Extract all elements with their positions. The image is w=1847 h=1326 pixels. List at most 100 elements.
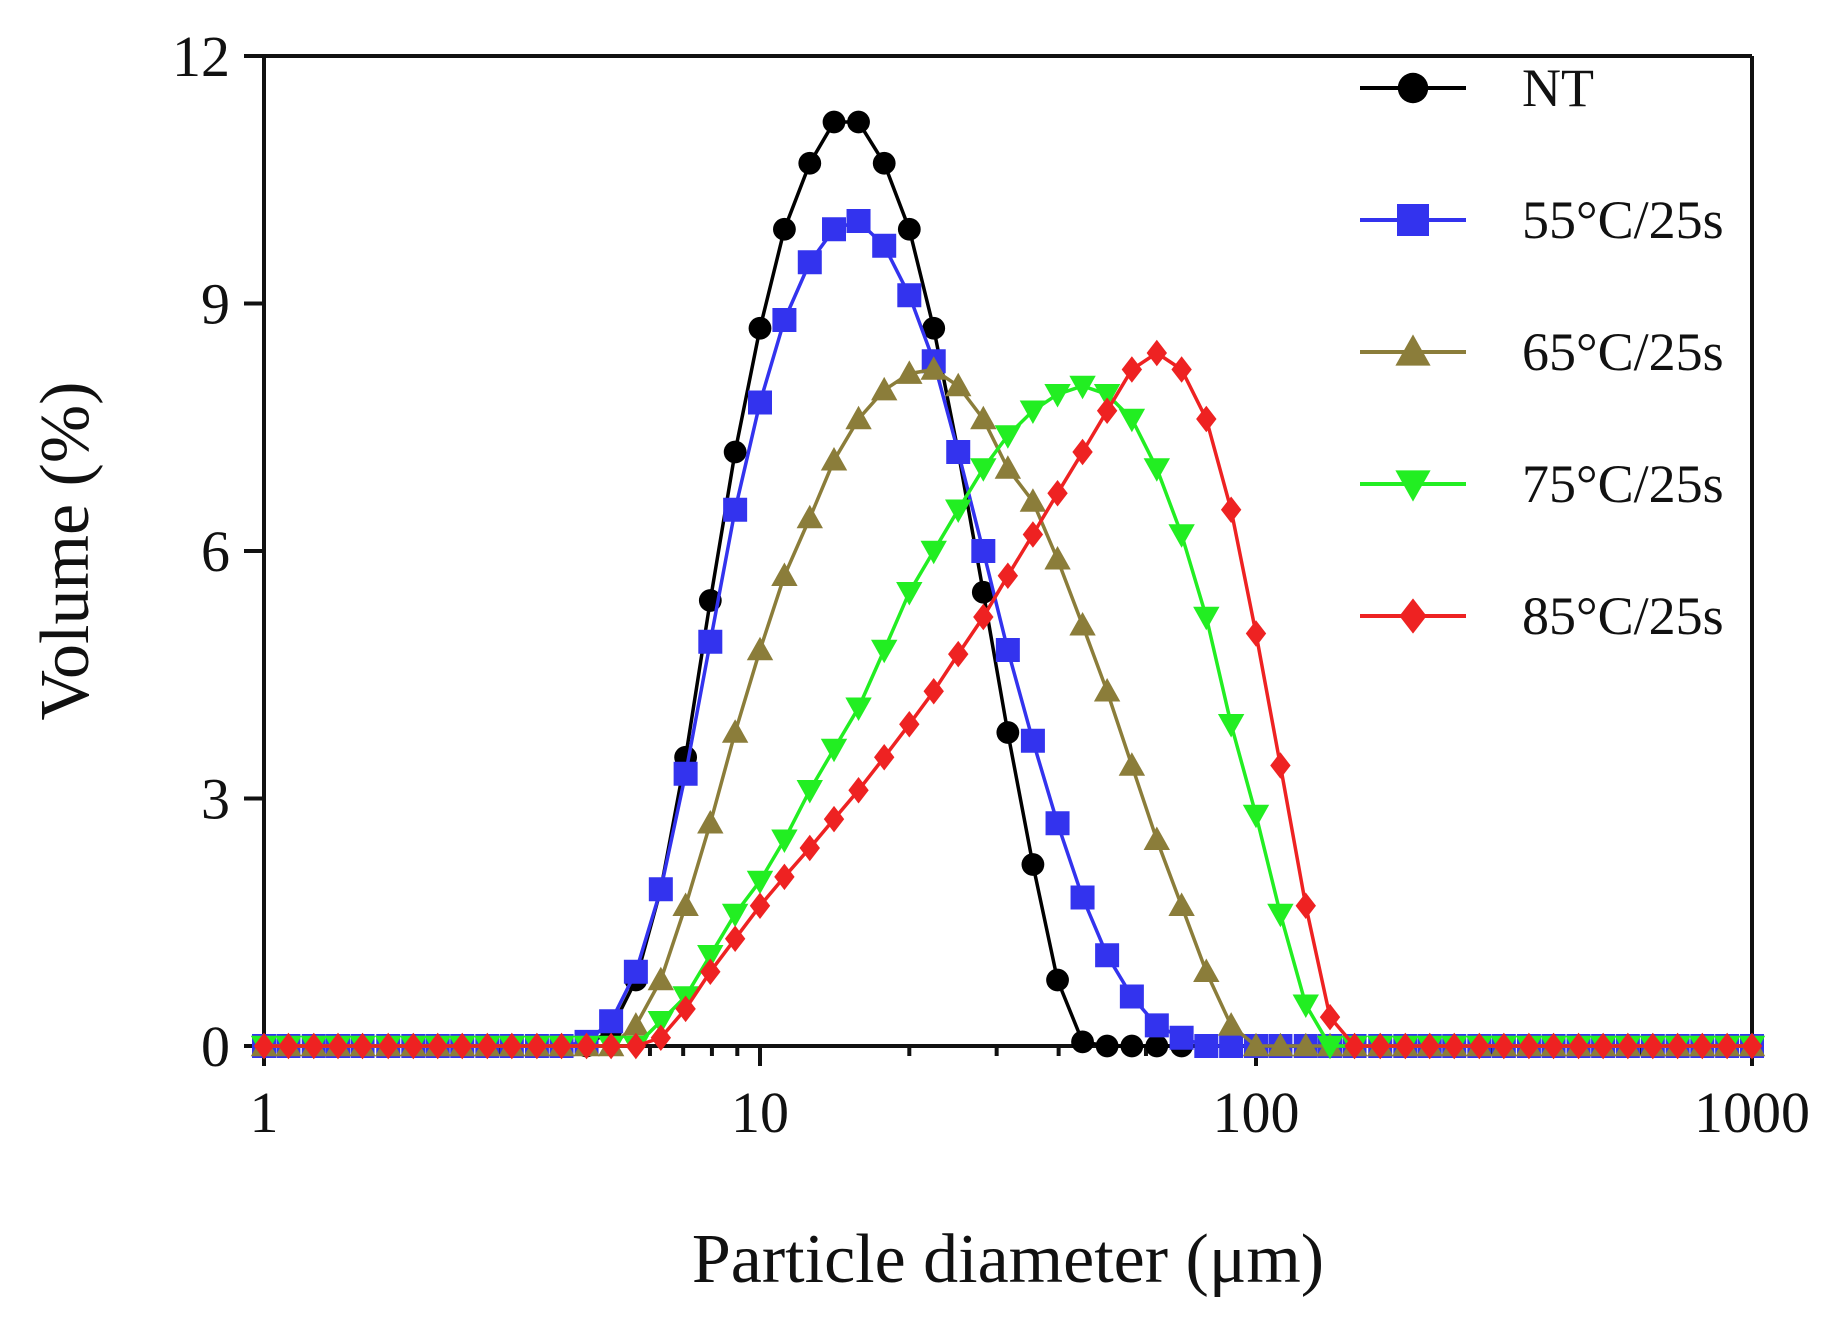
data-point: [845, 697, 872, 721]
data-point: [1096, 397, 1118, 424]
data-point: [799, 834, 820, 862]
data-point: [971, 580, 995, 604]
data-point: [378, 1032, 399, 1060]
data-point: [871, 376, 898, 401]
data-point: [477, 1032, 498, 1060]
data-point: [1667, 1032, 1688, 1060]
data-point: [1242, 1032, 1270, 1057]
data-point: [797, 250, 822, 275]
data-point: [1217, 714, 1245, 738]
data-point: [899, 711, 920, 738]
data-point: [848, 777, 869, 804]
data-point: [1072, 438, 1093, 466]
data-point: [1070, 885, 1095, 910]
data-point: [1716, 1032, 1738, 1060]
data-point: [278, 1032, 299, 1060]
data-point: [648, 877, 673, 902]
data-point: [1069, 612, 1096, 636]
data-point: [1741, 1032, 1763, 1060]
data-point: [874, 744, 895, 771]
data-point: [1592, 1032, 1614, 1060]
legend-label: 55°C/25s: [1522, 190, 1724, 250]
data-point: [923, 678, 944, 705]
data-point: [1395, 1032, 1416, 1060]
data-point: [622, 1012, 650, 1036]
data-point: [946, 440, 971, 464]
data-point: [1217, 1012, 1245, 1036]
data-point: [352, 1032, 373, 1060]
data-point: [1617, 1032, 1639, 1060]
y-tick-label: 9: [201, 272, 230, 337]
data-point: [872, 233, 897, 258]
x-axis-title: Particle diameter (μm): [692, 1221, 1324, 1298]
data-point: [1144, 1013, 1169, 1038]
data-point: [748, 316, 772, 340]
data-point: [1568, 1032, 1589, 1060]
data-point: [1118, 408, 1146, 433]
data-point: [1419, 1032, 1440, 1060]
data-point: [820, 738, 848, 763]
data-point: [774, 863, 795, 891]
data-point: [1019, 488, 1047, 512]
data-point: [1193, 958, 1220, 982]
data-point: [1121, 356, 1143, 383]
data-point: [995, 638, 1020, 662]
data-point: [1194, 1034, 1219, 1058]
data-point: [973, 603, 994, 631]
data-point: [1493, 1032, 1515, 1060]
data-point: [1143, 826, 1171, 850]
data-point: [845, 405, 872, 430]
data-point: [922, 316, 946, 340]
data-point: [1370, 1032, 1391, 1060]
data-point: [1095, 943, 1120, 968]
data-point: [1044, 546, 1071, 570]
data-point: [971, 539, 996, 563]
data-point: [600, 1032, 622, 1060]
data-point: [1295, 892, 1316, 919]
data-point: [748, 390, 772, 415]
data-point: [1120, 1034, 1144, 1058]
data-point: [1118, 752, 1146, 776]
data-point: [1220, 496, 1242, 523]
data-point: [452, 1032, 473, 1060]
data-point: [327, 1032, 349, 1060]
data-point: [1267, 903, 1294, 928]
data-point: [647, 1011, 675, 1035]
legend-label: NT: [1522, 58, 1594, 118]
data-point: [576, 1032, 597, 1060]
data-point: [749, 892, 771, 919]
data-point: [1196, 405, 1217, 433]
data-point: [796, 504, 823, 529]
data-point: [820, 447, 848, 471]
data-point: [822, 217, 847, 242]
data-point: [675, 995, 696, 1023]
y-tick-label: 12: [172, 24, 230, 89]
legend-item: 65°C/25s: [1360, 322, 1724, 382]
data-point: [697, 945, 724, 969]
data-point: [526, 1032, 548, 1060]
data-point: [1168, 892, 1195, 916]
data-point: [1145, 1034, 1169, 1058]
data-point: [253, 1032, 275, 1060]
data-point: [920, 540, 947, 565]
data-point: [1169, 1025, 1194, 1050]
data-point: [672, 892, 699, 916]
data-point: [871, 639, 898, 664]
data-point: [1444, 1032, 1465, 1060]
data-point: [847, 110, 870, 134]
legend-label: 75°C/25s: [1522, 454, 1724, 514]
data-point: [1019, 400, 1047, 424]
data-point: [1168, 524, 1195, 548]
data-point: [896, 582, 923, 606]
data-point: [501, 1032, 523, 1060]
data-point: [1397, 72, 1429, 104]
data-point: [1292, 1032, 1319, 1057]
legend-item: NT: [1360, 58, 1594, 118]
legend-item: 55°C/25s: [1360, 190, 1724, 250]
data-point: [948, 640, 969, 668]
data-point: [1021, 853, 1045, 876]
data-point: [673, 761, 698, 786]
legend-item: 75°C/25s: [1360, 454, 1724, 514]
data-point: [1095, 1034, 1119, 1058]
data-point: [823, 805, 845, 833]
